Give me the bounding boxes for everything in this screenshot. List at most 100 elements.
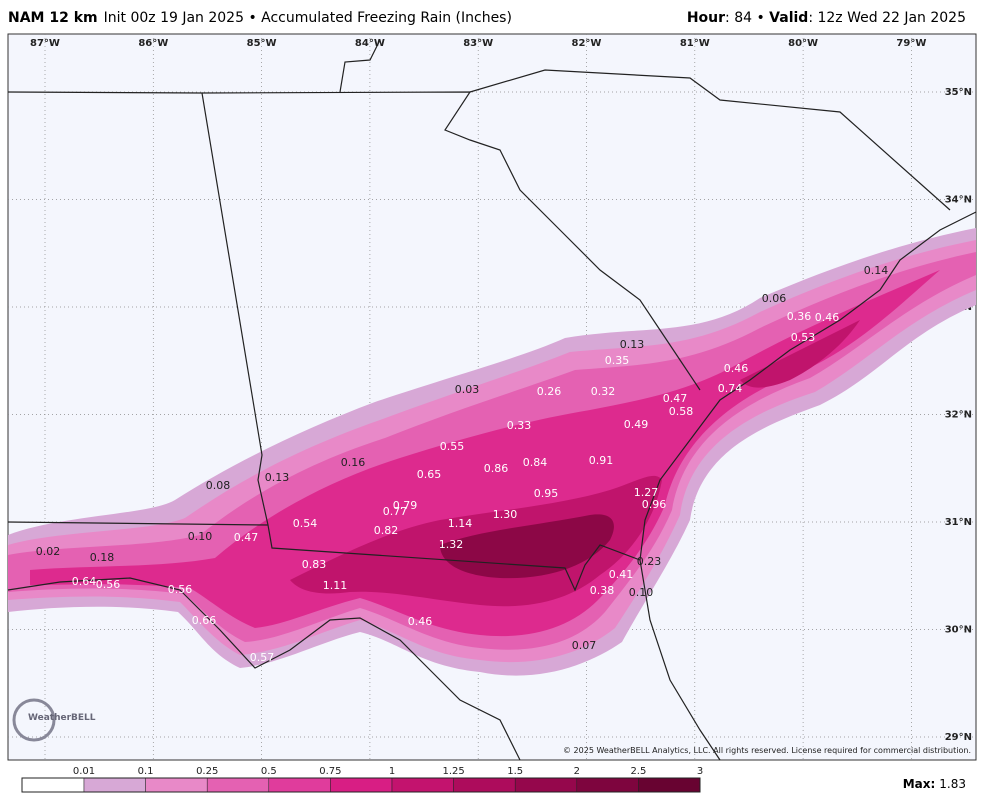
- colorbar-tick-label: 0.1: [138, 766, 154, 777]
- point-value: 0.49: [624, 418, 649, 431]
- point-value: 0.07: [572, 639, 597, 652]
- point-value: 0.56: [168, 583, 193, 596]
- colorbar-tick-label: 0.01: [73, 766, 95, 777]
- colorbar-tick-label: 0.75: [319, 766, 341, 777]
- colorbar-tick-label: 2.5: [630, 766, 646, 777]
- logo-text: WeatherBELL: [28, 713, 96, 723]
- point-value: 0.47: [663, 392, 688, 405]
- point-value: 0.35: [605, 354, 630, 367]
- point-labels: 0.02 0.180.64 0.56 0.560.660.570.10 0.470.08…: [36, 264, 889, 664]
- point-value: 0.58: [669, 405, 694, 418]
- state-border: [339, 39, 381, 93]
- colorbar-tick-label: 1.25: [442, 766, 464, 777]
- colorbar-tick-label: 1.5: [507, 766, 523, 777]
- hour-value: : 84 •: [725, 10, 769, 26]
- point-value: 0.32: [591, 385, 616, 398]
- longitude-label: 79°W: [896, 38, 926, 49]
- point-value: 0.47: [234, 531, 259, 544]
- longitude-label: 83°W: [463, 38, 493, 49]
- latitude-label: 32°N: [945, 410, 972, 421]
- longitude-label: 86°W: [138, 38, 168, 49]
- point-value: 0.33: [507, 419, 532, 432]
- point-value: 0.64: [72, 575, 97, 588]
- header-right: Hour: 84 • Valid: 12z Wed 22 Jan 2025: [687, 10, 966, 26]
- point-value: 0.77: [383, 505, 408, 518]
- max-label: Max:: [903, 777, 936, 791]
- colorbar-tick-label: 2: [574, 766, 580, 777]
- longitude-label: 80°W: [788, 38, 818, 49]
- point-value: 0.13: [265, 471, 290, 484]
- point-value: 0.23: [637, 555, 662, 568]
- state-border: [201, 91, 701, 391]
- point-value: 1.27: [634, 486, 659, 499]
- colorbar-segment: [83, 777, 146, 793]
- point-value: 1.14: [448, 517, 473, 530]
- valid-label: Valid: [769, 10, 808, 26]
- max-value: 1.83: [939, 777, 966, 791]
- point-value: 0.38: [590, 584, 615, 597]
- map: 87°W 86°W 85°W 84°W 83°W 82°W 81°W 80°W 79°W 35°N…: [7, 33, 977, 761]
- colorbar-segment: [145, 777, 208, 793]
- state-border: [7, 91, 641, 592]
- state-border: [469, 69, 951, 211]
- colorbar-segment: [206, 777, 270, 793]
- point-value: 0.08: [206, 479, 231, 492]
- latitude-label: 30°N: [945, 625, 972, 636]
- point-value: 0.96: [642, 498, 667, 511]
- colorbar-segment: [514, 777, 578, 793]
- coastline: [639, 211, 977, 761]
- longitude-label: 82°W: [572, 38, 602, 49]
- point-value: 0.03: [455, 383, 480, 396]
- colorbar-tick-label: 0.5: [261, 766, 277, 777]
- point-value: 0.06: [762, 292, 787, 305]
- colorbar-segment: [330, 777, 393, 793]
- point-value: 0.54: [293, 517, 318, 530]
- colorbar-tick-label: 0.25: [196, 766, 218, 777]
- point-value: 0.02: [36, 545, 61, 558]
- point-value: 0.41: [609, 568, 634, 581]
- point-value: 0.14: [864, 264, 889, 277]
- point-value: 0.82: [374, 524, 399, 537]
- point-value: 0.46: [724, 362, 749, 375]
- point-value: 0.83: [302, 558, 327, 571]
- precip-0.5: [30, 270, 940, 637]
- longitude-label: 87°W: [30, 38, 60, 49]
- colorbar-frame: [21, 777, 701, 793]
- point-value: 0.10: [188, 530, 213, 543]
- graticule: 87°W 86°W 85°W 84°W 83°W 82°W 81°W 80°W 79°W 35°N…: [8, 34, 976, 760]
- colorbar-tick-label: 1: [389, 766, 395, 777]
- latitude-label: 34°N: [945, 195, 972, 206]
- longitude-label: 84°W: [355, 38, 385, 49]
- coastline: [7, 577, 521, 761]
- valid-value: : 12z Wed 22 Jan 2025: [808, 10, 966, 26]
- max-text: Max: 1.83: [903, 777, 966, 791]
- latitude-label: 29°N: [945, 732, 972, 743]
- state-border: [7, 521, 269, 526]
- point-value: 0.16: [341, 456, 366, 469]
- point-value: 0.66: [192, 614, 217, 627]
- point-value: 0.46: [408, 615, 433, 628]
- point-value: 0.57: [250, 651, 275, 664]
- header-left: NAM 12 km Init 00z 19 Jan 2025 • Accumula…: [8, 10, 512, 26]
- logo-swirl: [12, 698, 56, 742]
- point-value: 1.30: [493, 508, 518, 521]
- logo: WeatherBELL: [12, 698, 96, 742]
- colorbar-segment: [268, 777, 331, 793]
- colorbar-segment: [391, 777, 454, 793]
- longitude-label: 81°W: [680, 38, 710, 49]
- point-value: 0.10: [629, 586, 654, 599]
- colorbar-segment: [453, 777, 516, 793]
- latitude-label: 35°N: [945, 87, 972, 98]
- latitude-label: 31°N: [945, 517, 972, 528]
- point-value: 0.84: [523, 456, 548, 469]
- copyright: © 2025 WeatherBELL Analytics, LLC. All r…: [563, 746, 971, 755]
- point-value: 0.65: [417, 468, 442, 481]
- model: NAM 12 km: [8, 10, 98, 26]
- point-value: 0.18: [90, 551, 115, 564]
- precip-1: [290, 320, 860, 607]
- point-value: 0.13: [620, 338, 645, 351]
- description: Init 00z 19 Jan 2025 • Accumulated Freez…: [104, 10, 512, 26]
- point-value: 0.74: [718, 382, 743, 395]
- point-value: 0.26: [537, 385, 562, 398]
